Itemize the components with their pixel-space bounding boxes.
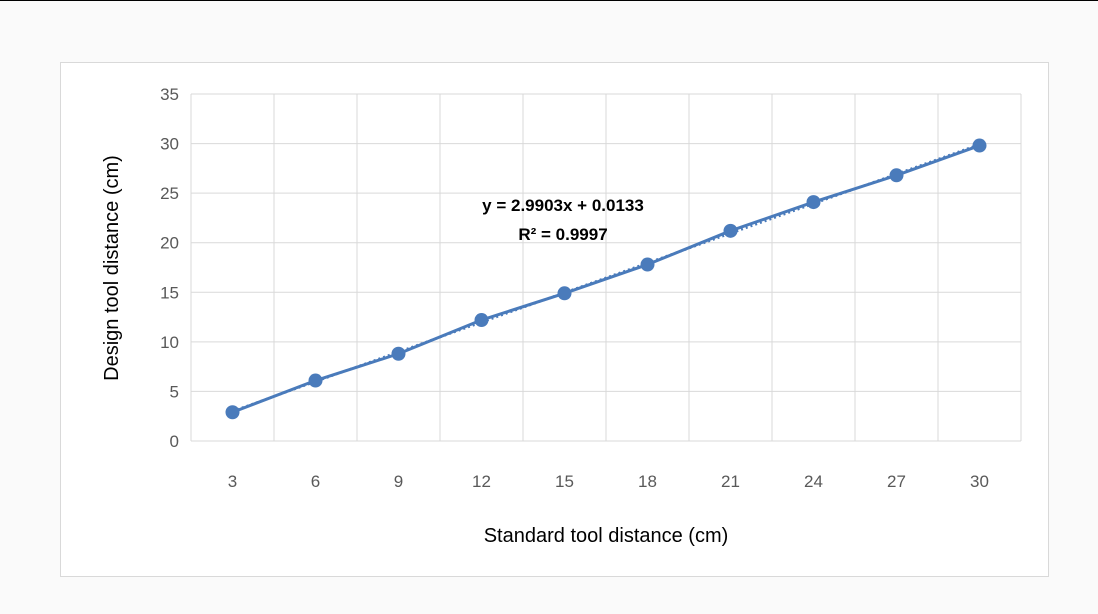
x-tick-label: 18 [638,472,657,491]
x-tick-label: 30 [970,472,989,491]
y-tick-label: 0 [170,432,179,451]
x-tick-label: 9 [394,472,403,491]
series-line [231,144,981,414]
data-point [308,373,323,388]
y-axis-title: Design tool distance (cm) [101,155,123,381]
data-point [889,168,904,183]
data-point [972,138,987,153]
data-point [557,286,572,301]
y-tick-label: 25 [160,184,179,203]
data-point [474,313,489,328]
y-tick-label: 10 [160,333,179,352]
data-point [640,257,655,272]
y-tick-label: 15 [160,283,179,302]
x-tick-label: 24 [804,472,823,491]
x-tick-labels: 3 6 9 12 15 18 21 24 27 30 [228,472,989,491]
x-axis-title: Standard tool distance (cm) [484,525,729,547]
data-point [391,346,406,361]
y-tick-label: 5 [170,382,179,401]
top-rule [0,0,1098,1]
x-tick-label: 27 [887,472,906,491]
trendline-equation: y = 2.9903x + 0.0133 [482,196,644,215]
data-point [225,405,240,420]
series-layer [225,138,987,420]
y-tick-label: 30 [160,135,179,154]
y-tick-labels: 0 5 10 15 20 25 30 35 [160,85,179,451]
x-tick-label: 21 [721,472,740,491]
chart-frame [60,62,1049,577]
y-tick-label: 35 [160,85,179,104]
data-point [723,223,738,238]
trendline-r2: R² = 0.9997 [518,225,607,244]
x-tick-label: 12 [472,472,491,491]
x-tick-label: 15 [555,472,574,491]
gridlines [190,93,1022,442]
x-tick-label: 3 [228,472,237,491]
y-tick-label: 20 [160,234,179,253]
data-point [806,195,821,210]
x-tick-label: 6 [311,472,320,491]
